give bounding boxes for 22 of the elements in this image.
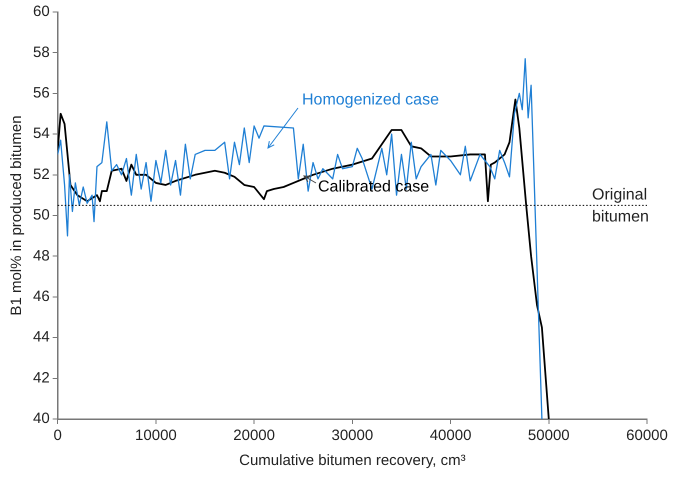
y-tick-label: 40 xyxy=(32,410,50,428)
y-tick-label: 60 xyxy=(32,3,50,20)
ref-line-label: Original bitumen xyxy=(592,186,649,226)
y-tick-label: 44 xyxy=(32,328,50,346)
x-tick-label: 50000 xyxy=(528,427,570,444)
y-tick-label: 56 xyxy=(32,84,50,102)
x-tick-label: 60000 xyxy=(626,427,668,444)
x-tick-label: 30000 xyxy=(331,427,374,444)
x-tick-label: 20000 xyxy=(233,427,275,444)
x-tick-label: 40000 xyxy=(430,427,472,444)
y-tick-label: 52 xyxy=(32,166,50,183)
y-tick-label: 46 xyxy=(32,288,50,306)
y-axis-title: B1 mol% in produced bitumen xyxy=(8,115,26,316)
x-axis-title: Cumulative bitumen recovery, cm³ xyxy=(239,452,466,470)
y-tick-label: 50 xyxy=(32,206,50,224)
x-tick-label: 0 xyxy=(54,427,62,444)
y-tick-label: 54 xyxy=(32,125,50,142)
y-tick-label: 48 xyxy=(32,247,50,264)
y-tick-label: 58 xyxy=(32,44,50,61)
series-label: Homogenized case xyxy=(302,91,440,108)
x-tick-label: 10000 xyxy=(135,427,177,444)
y-tick-label: 42 xyxy=(32,369,50,386)
